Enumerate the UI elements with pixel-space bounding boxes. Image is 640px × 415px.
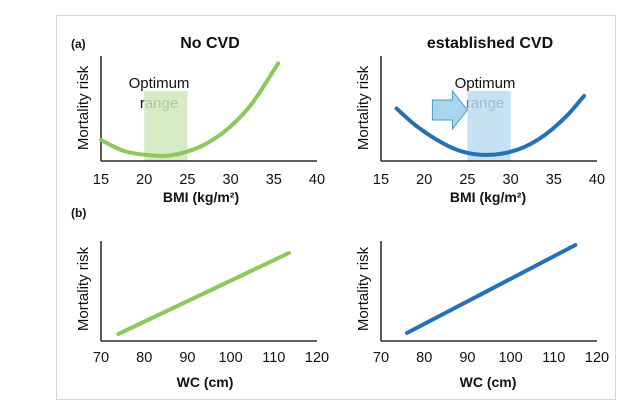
y-axis-label: Mortality risk	[75, 65, 92, 150]
x-tick-label: 20	[136, 172, 152, 188]
y-axis-label: Mortality risk	[355, 65, 372, 150]
series-line	[394, 93, 587, 157]
x-axis-label: WC (cm)	[177, 374, 234, 390]
figure: (a) (b) No CVD Optimum range BMI (kg/m²)…	[56, 15, 616, 400]
x-tick-label: 30	[503, 172, 519, 188]
x-tick-label: 30	[223, 172, 239, 188]
x-axis-label: BMI (kg/m²)	[450, 189, 526, 205]
x-tick-label: 100	[498, 350, 522, 366]
x-tick-label: 70	[373, 350, 389, 366]
x-tick-label: 80	[136, 350, 152, 366]
x-tick-label: 35	[266, 172, 282, 188]
band-label-line1: Optimum	[129, 75, 190, 92]
chart-title-established-cvd: established CVD	[427, 35, 553, 52]
x-tick-label: 110	[262, 350, 285, 366]
x-tick-label: 20	[416, 172, 432, 188]
x-tick-label: 25	[179, 172, 195, 188]
y-axis-label: Mortality risk	[355, 246, 372, 331]
panel-label-b: (b)	[71, 206, 86, 220]
series-line	[99, 61, 281, 158]
band-label-line1: Optimum	[455, 75, 516, 92]
x-tick-label: 25	[459, 172, 475, 188]
x-tick-label: 35	[546, 172, 562, 188]
x-tick-label: 120	[585, 350, 609, 366]
x-tick-label: 15	[93, 172, 109, 188]
chart-figure: (a) (b) No CVD Optimum range BMI (kg/m²)…	[71, 35, 609, 390]
optimum-range-band	[467, 91, 511, 161]
series-line	[404, 243, 578, 335]
x-tick-label: 40	[589, 172, 605, 188]
x-axis-label: WC (cm)	[460, 374, 517, 390]
x-tick-label: 15	[373, 172, 389, 188]
panel-label-a: (a)	[71, 37, 86, 51]
x-tick-label: 120	[305, 350, 329, 366]
x-tick-label: 110	[542, 350, 565, 366]
x-tick-label: 40	[309, 172, 325, 188]
series-line	[116, 251, 291, 336]
x-tick-label: 90	[179, 350, 195, 366]
x-tick-label: 100	[218, 350, 242, 366]
chart-title-no-cvd: No CVD	[180, 35, 240, 52]
x-axis-label: BMI (kg/m²)	[163, 189, 239, 205]
x-tick-label: 80	[416, 350, 432, 366]
optimum-range-band	[144, 91, 188, 161]
y-axis-label: Mortality risk	[75, 246, 92, 331]
shift-arrow	[431, 89, 469, 131]
x-tick-label: 90	[459, 350, 475, 366]
x-tick-label: 70	[93, 350, 109, 366]
